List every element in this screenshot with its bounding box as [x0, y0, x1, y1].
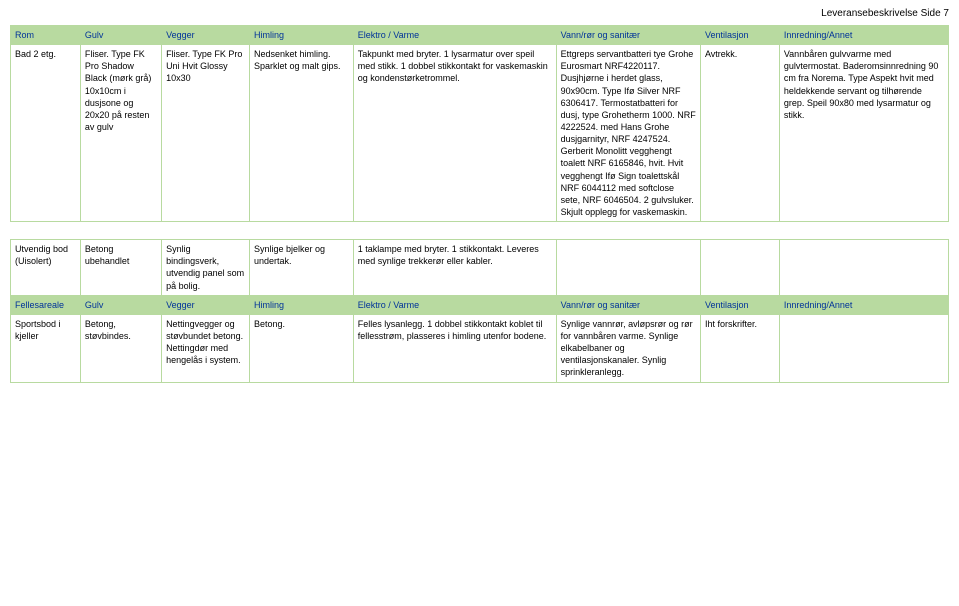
col-header: Rom	[11, 26, 81, 45]
col-header: Fellesareale	[11, 295, 81, 314]
col-header: Vegger	[162, 26, 250, 45]
col-header: Vegger	[162, 295, 250, 314]
table-spacer	[11, 222, 949, 240]
cell-rom: Sportsbod i kjeller	[11, 314, 81, 382]
table-header-row: Fellesareale Gulv Vegger Himling Elektro…	[11, 295, 949, 314]
cell-innredning	[779, 240, 948, 296]
cell-himling: Betong.	[250, 314, 354, 382]
col-header: Gulv	[80, 26, 161, 45]
col-header: Gulv	[80, 295, 161, 314]
cell-elektro: Takpunkt med bryter. 1 lysarmatur over s…	[353, 45, 556, 222]
cell-himling: Nedsenket himling. Sparklet og malt gips…	[250, 45, 354, 222]
col-header: Vann/rør og sanitær	[556, 26, 700, 45]
cell-gulv: Fliser. Type FK Pro Shadow Black (mørk g…	[80, 45, 161, 222]
cell-ventilasjon: Avtrekk.	[700, 45, 779, 222]
cell-innredning	[779, 314, 948, 382]
col-header: Himling	[250, 295, 354, 314]
cell-innredning: Vannbåren gulvvarme med gulvtermostat. B…	[779, 45, 948, 222]
cell-vann: Synlige vannrør, avløpsrør og rør for va…	[556, 314, 700, 382]
cell-vegger: Nettingvegger og støvbundet betong. Nett…	[162, 314, 250, 382]
cell-elektro: 1 taklampe med bryter. 1 stikkontakt. Le…	[353, 240, 556, 296]
cell-gulv: Betong, støvbindes.	[80, 314, 161, 382]
col-header: Innredning/Annet	[779, 26, 948, 45]
cell-ventilasjon	[700, 240, 779, 296]
cell-rom: Bad 2 etg.	[11, 45, 81, 222]
cell-vegger: Synlig bindingsverk, utvendig panel som …	[162, 240, 250, 296]
cell-vann: Ettgreps servantbatteri tye Grohe Eurosm…	[556, 45, 700, 222]
col-header: Elektro / Varme	[353, 295, 556, 314]
cell-himling: Synlige bjelker og undertak.	[250, 240, 354, 296]
cell-ventilasjon: Iht forskrifter.	[700, 314, 779, 382]
cell-vegger: Fliser. Type FK Pro Uni Hvit Glossy 10x3…	[162, 45, 250, 222]
col-header: Innredning/Annet	[779, 295, 948, 314]
table-row: Sportsbod i kjeller Betong, støvbindes. …	[11, 314, 949, 382]
cell-rom: Utvendig bod (Uisolert)	[11, 240, 81, 296]
col-header: Ventilasjon	[700, 26, 779, 45]
spec-table-1: Rom Gulv Vegger Himling Elektro / Varme …	[10, 25, 949, 383]
col-header: Elektro / Varme	[353, 26, 556, 45]
cell-vann	[556, 240, 700, 296]
col-header: Himling	[250, 26, 354, 45]
page-title: Leveransebeskrivelse Side 7	[10, 8, 949, 19]
table-row: Utvendig bod (Uisolert) Betong ubehandle…	[11, 240, 949, 296]
col-header: Vann/rør og sanitær	[556, 295, 700, 314]
table-header-row: Rom Gulv Vegger Himling Elektro / Varme …	[11, 26, 949, 45]
cell-elektro: Felles lysanlegg. 1 dobbel stikkontakt k…	[353, 314, 556, 382]
col-header: Ventilasjon	[700, 295, 779, 314]
cell-gulv: Betong ubehandlet	[80, 240, 161, 296]
table-row: Bad 2 etg. Fliser. Type FK Pro Shadow Bl…	[11, 45, 949, 222]
